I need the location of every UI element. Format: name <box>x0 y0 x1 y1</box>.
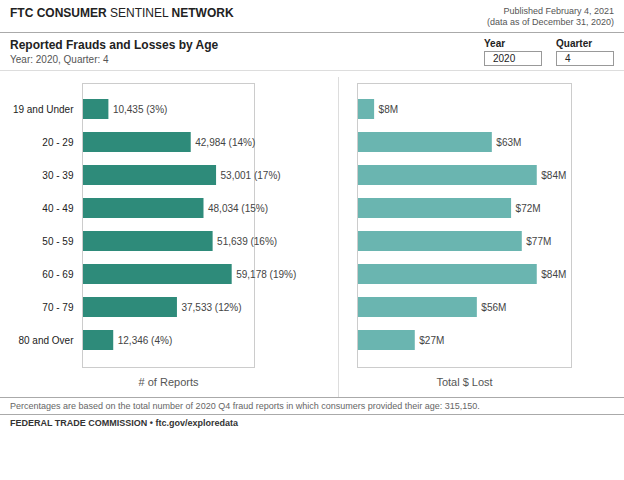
svg-text:$77M: $77M <box>526 236 551 247</box>
svg-text:53,001 (17%): 53,001 (17%) <box>221 170 281 181</box>
svg-text:$56M: $56M <box>481 302 506 313</box>
html-text:Year: 2020, Quarter: 4: Year: 2020, Quarter: 4 <box>10 54 109 65</box>
svg-text:30 - 39: 30 - 39 <box>42 170 74 181</box>
svg-text:20 - 29: 20 - 29 <box>42 137 74 148</box>
svg-text:60 - 69: 60 - 69 <box>42 269 74 280</box>
html-text:Percentages are based on the t: Percentages are based on the total numbe… <box>10 401 480 411</box>
svg-text:12,346 (4%): 12,346 (4%) <box>118 335 172 346</box>
svg-text:51,639 (16%): 51,639 (16%) <box>217 236 277 247</box>
html-text:Quarter: Quarter <box>556 38 593 49</box>
svg-text:$63M: $63M <box>496 137 521 148</box>
svg-text:$84M: $84M <box>541 170 566 181</box>
svg-text:59,178 (19%): 59,178 (19%) <box>236 269 296 280</box>
html-text:(data as of December 31, 2020): (data as of December 31, 2020) <box>486 17 614 27</box>
html-text:Reported Frauds and Losses by: Reported Frauds and Losses by Age <box>10 38 219 52</box>
svg-text:19 and Under: 19 and Under <box>13 104 74 115</box>
svg-text:37,533 (12%): 37,533 (12%) <box>181 302 241 313</box>
svg-text:40 - 49: 40 - 49 <box>42 203 74 214</box>
svg-text:70 - 79: 70 - 79 <box>42 302 74 313</box>
svg-text:80 and Over: 80 and Over <box>18 335 74 346</box>
svg-text:$72M: $72M <box>516 203 541 214</box>
html-text:2020: 2020 <box>493 53 516 64</box>
svg-text:$27M: $27M <box>419 335 444 346</box>
svg-text:48,034 (15%): 48,034 (15%) <box>208 203 268 214</box>
html-text:4: 4 <box>565 53 571 64</box>
html-text:Year: Year <box>484 38 506 49</box>
html-text:FTC CONSUMER SENTINEL NETWORK: FTC CONSUMER SENTINEL NETWORK <box>10 6 234 20</box>
svg-text:50 - 59: 50 - 59 <box>42 236 74 247</box>
svg-text:# of Reports: # of Reports <box>139 376 199 388</box>
svg-text:$8M: $8M <box>379 104 398 115</box>
svg-text:Total $ Lost: Total $ Lost <box>436 376 492 388</box>
svg-text:10,435 (3%): 10,435 (3%) <box>113 104 167 115</box>
svg-text:42,984 (14%): 42,984 (14%) <box>195 137 255 148</box>
svg-text:$84M: $84M <box>541 269 566 280</box>
html-text:FEDERAL TRADE COMMISSION • ftc: FEDERAL TRADE COMMISSION • ftc.gov/explo… <box>10 418 238 428</box>
html-text:Published February 4, 2021: Published February 4, 2021 <box>503 6 614 16</box>
